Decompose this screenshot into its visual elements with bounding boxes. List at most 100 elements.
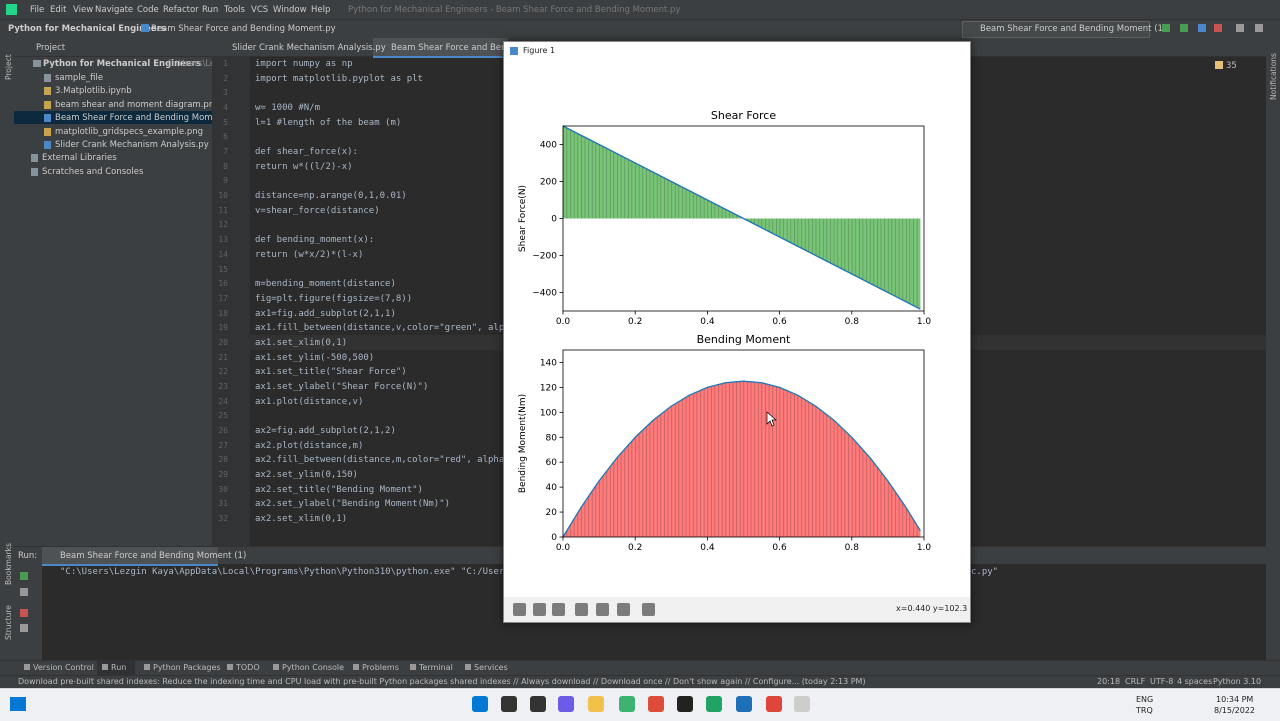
tool-tab[interactable]: Services	[474, 663, 508, 672]
file-icon	[44, 100, 51, 109]
run-label: Run:	[18, 551, 38, 561]
x-tick-label: 0.6	[772, 543, 787, 553]
breadcrumb[interactable]: Beam Shear Force and Bending Moment.py	[151, 24, 336, 34]
tool-tab[interactable]: Python Console	[282, 663, 345, 672]
y-tick-label: 60	[546, 458, 558, 468]
line-number: 2	[223, 73, 228, 83]
line-number: 3	[223, 88, 228, 98]
menu-item[interactable]: Window	[273, 5, 307, 15]
status-item[interactable]: CRLF	[1125, 677, 1146, 686]
menu-item[interactable]: File	[30, 5, 45, 15]
line-number: 11	[218, 205, 228, 215]
tool-tab[interactable]: Terminal	[419, 663, 453, 672]
tree-item[interactable]: matplotlib_gridspecs_example.png	[55, 126, 203, 137]
status-item[interactable]: 20:18	[1097, 677, 1121, 686]
y-tick-label: 140	[540, 358, 557, 368]
run-tab[interactable]: Beam Shear Force and Bending Moment (1)	[60, 551, 247, 561]
tool-tab[interactable]: Version Control	[33, 663, 94, 672]
tree-item[interactable]: Slider Crank Mechanism Analysis.py	[55, 140, 209, 150]
tool-tab[interactable]: Problems	[362, 663, 399, 672]
toolbar-icon	[1198, 24, 1206, 32]
menu-item[interactable]: View	[73, 5, 94, 15]
y-tick-label: −200	[532, 252, 557, 262]
run-config[interactable]: Beam Shear Force and Bending Moment (1)	[980, 24, 1167, 34]
status-item[interactable]: 4 spaces	[1177, 677, 1213, 686]
tool-tabs-bar	[0, 660, 1280, 676]
tool-tab[interactable]: TODO	[236, 663, 260, 672]
menu-item[interactable]: Navigate	[95, 5, 134, 15]
line-number: 26	[218, 426, 228, 435]
menu-item[interactable]: Tools	[224, 5, 245, 15]
window-title: Python for Mechanical Engineers - Beam S…	[348, 5, 681, 15]
menu-item[interactable]: Refactor	[163, 5, 199, 15]
code-line: ax1.set_ylabel("Shear Force(N)")	[255, 381, 429, 392]
code-line: distance=np.arange(0,1,0.01)	[255, 191, 407, 202]
toolbar-button	[533, 603, 546, 616]
y-tick-label: 200	[540, 178, 557, 188]
line-number: 23	[218, 381, 228, 391]
taskbar-app	[501, 696, 517, 712]
menu-item[interactable]: Edit	[50, 5, 67, 15]
tree-item[interactable]: sample_file	[55, 73, 104, 83]
code-line: v=shear_force(distance)	[255, 205, 380, 216]
gutter	[212, 56, 250, 546]
mouse-cursor	[766, 411, 777, 427]
code-line: fig=plt.figure(figsize=(7,8))	[255, 293, 413, 304]
line-number: 10	[218, 191, 228, 201]
code-line: ax2=fig.add_subplot(2,1,2)	[255, 426, 396, 436]
x-tick-label: 0.8	[845, 543, 860, 553]
tool-tab[interactable]: Run	[111, 663, 127, 672]
figure-icon	[510, 47, 518, 55]
warning-count: 35	[1226, 61, 1237, 71]
menu-item[interactable]: Help	[311, 5, 331, 15]
taskbar-app	[558, 696, 574, 712]
tree-path: C:\Users\Lez	[167, 59, 220, 69]
active-tool-tab	[97, 660, 135, 675]
run-toolbar	[14, 564, 42, 660]
chart-title: Shear Force	[711, 109, 776, 122]
console-output: c.py"	[971, 567, 999, 577]
clock-date: 8/15/2022	[1214, 706, 1256, 715]
tree-item[interactable]: 3.Matplotlib.ipynb	[55, 86, 132, 97]
file-icon	[44, 114, 51, 123]
menu-item[interactable]: Run	[202, 5, 219, 15]
line-number: 20	[218, 337, 228, 347]
x-tick-label: 0.2	[628, 317, 642, 327]
tree-item[interactable]: Beam Shear Force and Bending Moment.py	[55, 113, 240, 124]
panel-title[interactable]: Project	[36, 43, 66, 53]
folder-icon	[33, 60, 41, 67]
tool-tab[interactable]: Python Packages	[153, 663, 221, 672]
side-tab[interactable]: Notifications	[1269, 53, 1278, 100]
run-tool	[20, 588, 28, 596]
menu-item[interactable]: Code	[137, 5, 159, 15]
data-line	[562, 125, 921, 310]
app-icon	[6, 4, 17, 15]
line-number: 29	[218, 470, 228, 480]
menu-bar	[0, 0, 1280, 19]
line-number: 30	[218, 484, 228, 494]
taskbar-app	[530, 696, 546, 712]
line-number: 31	[218, 499, 228, 509]
y-tick-label: 100	[540, 408, 557, 418]
menu-item[interactable]: VCS	[251, 5, 269, 15]
tree-root[interactable]: Python for Mechanical Engineers	[43, 59, 201, 69]
status-item[interactable]: Python 3.10	[1213, 677, 1262, 686]
code-line: ax2.set_title("Bending Moment")	[255, 484, 423, 495]
file-icon	[44, 127, 51, 136]
y-tick-label: 0	[551, 533, 557, 543]
taskbar-app	[619, 696, 635, 712]
editor-tab[interactable]: Beam Shear Force and Bending	[391, 43, 526, 53]
axes-frame	[562, 349, 925, 538]
y-tick-label: 20	[546, 508, 558, 518]
tree-item[interactable]: External Libraries	[42, 153, 117, 164]
editor-tab[interactable]: Slider Crank Mechanism Analysis.py	[232, 43, 386, 53]
status-item[interactable]: UTF-8	[1150, 677, 1174, 686]
tree-item[interactable]: beam shear and moment diagram.png	[55, 99, 220, 110]
tool-tab-icon	[410, 664, 416, 670]
breadcrumb[interactable]: Python for Mechanical Engineers	[8, 24, 166, 34]
code-line: ax2.set_ylabel("Bending Moment(Nm)")	[255, 499, 451, 510]
tree-selection	[14, 111, 212, 125]
tree-item[interactable]: Scratches and Consoles	[42, 166, 144, 177]
